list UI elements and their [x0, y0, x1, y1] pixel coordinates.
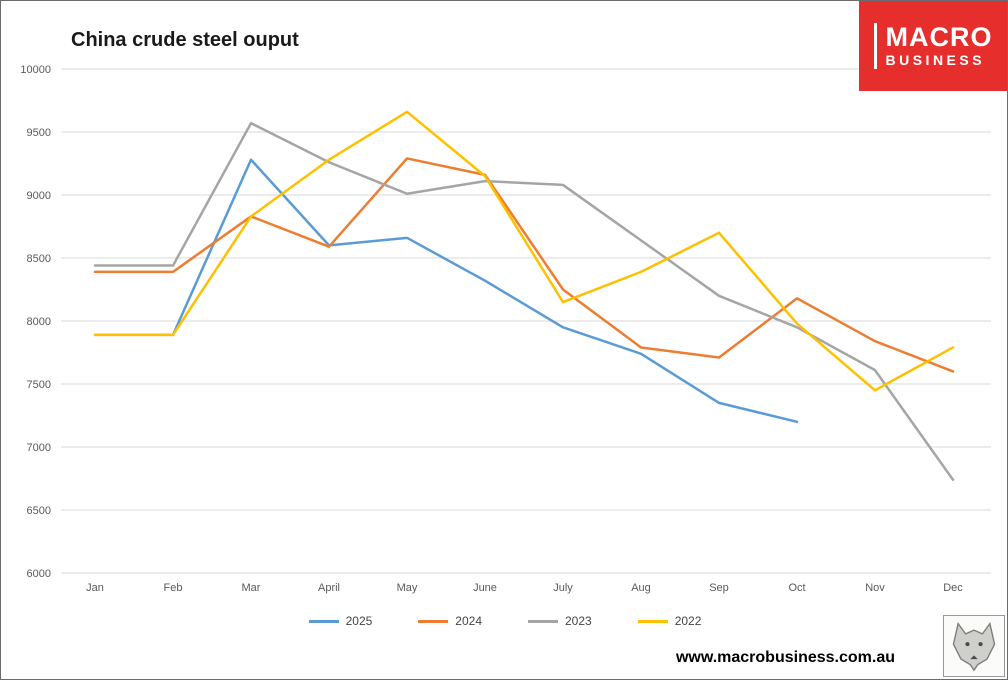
y-axis-tick: 7500: [27, 379, 51, 391]
legend-swatch-2023: [528, 619, 558, 623]
logo-line1: MACRO: [885, 22, 993, 53]
x-axis-label: April: [318, 582, 340, 594]
y-axis-tick: 9500: [27, 127, 51, 139]
x-axis-label: July: [553, 582, 573, 594]
legend-label-2022: 2022: [674, 614, 702, 628]
legend-swatch-2024: [418, 619, 449, 623]
y-axis-tick: 6500: [27, 505, 51, 517]
series-line: [93, 121, 955, 482]
chart-legend: 2025 2024 2023 2022: [1, 614, 1007, 628]
x-axis-label: June: [473, 582, 497, 594]
legend-item-2024: 2024: [418, 614, 482, 628]
x-axis-label: Dec: [943, 582, 963, 594]
y-axis-tick: 9000: [27, 190, 51, 202]
x-axis-label: Nov: [865, 582, 885, 594]
logo-line2: BUSINESS: [885, 51, 986, 68]
macrobusiness-logo: MACRO BUSINESS: [859, 1, 1007, 91]
wolf-logo-image: [943, 615, 1005, 677]
y-axis-tick: 8500: [27, 253, 51, 265]
wolf-icon: [952, 621, 996, 672]
x-axis-label: Sep: [709, 582, 729, 594]
legend-label-2023: 2023: [565, 614, 592, 628]
x-axis-label: Mar: [242, 582, 261, 594]
legend-label-2025: 2025: [345, 614, 373, 628]
y-axis-tick: 8000: [27, 316, 51, 328]
x-axis-label: Feb: [164, 582, 183, 594]
logo-text-block: MACRO BUSINESS: [873, 22, 993, 69]
legend-swatch-2022: [637, 619, 668, 623]
legend-label-2024: 2024: [455, 614, 482, 628]
chart-title: China crude steel ouput: [71, 29, 299, 51]
series-line: [93, 157, 955, 373]
x-axis-label: Aug: [631, 582, 651, 594]
legend-item-2022: 2022: [637, 614, 702, 628]
legend-item-2023: 2023: [528, 614, 592, 628]
website-link[interactable]: www.macrobusiness.com.au: [675, 649, 895, 666]
y-axis-tick: 6000: [27, 568, 51, 580]
series-line: [93, 158, 799, 424]
x-axis-label: Jan: [86, 582, 104, 594]
y-axis-tick: 7000: [27, 442, 51, 454]
x-axis-label: May: [397, 582, 418, 594]
x-axis-label: Oct: [788, 582, 805, 594]
legend-item-2025: 2025: [308, 614, 373, 628]
legend-swatch-2025: [308, 619, 339, 623]
y-axis-tick: 10000: [20, 64, 51, 76]
series-line: [93, 110, 955, 392]
